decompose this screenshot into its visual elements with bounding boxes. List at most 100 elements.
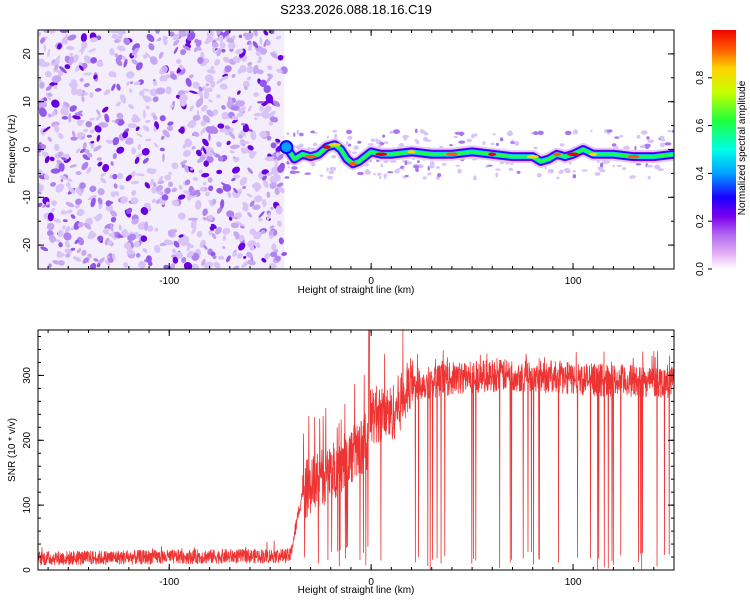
noise-blob — [116, 146, 125, 154]
noise-blob — [196, 149, 202, 157]
noise-blob — [94, 125, 102, 133]
ridge-speck — [572, 169, 576, 173]
ridge-hotspot — [375, 152, 388, 157]
noise-blob — [169, 31, 175, 37]
ridge-speck — [389, 130, 394, 135]
noise-blob — [53, 69, 62, 73]
spectrogram-xtick-label: -100 — [159, 276, 179, 287]
ridge-speck — [397, 167, 401, 171]
ridge-onset — [279, 140, 294, 155]
noise-blob — [50, 168, 61, 174]
noise-blob — [134, 156, 140, 164]
ridge-hotspot — [567, 152, 580, 157]
noise-blob — [61, 37, 68, 45]
noise-blob — [97, 197, 103, 205]
ridge-speck — [547, 168, 555, 174]
noise-blob — [114, 53, 118, 58]
noise-blob — [133, 81, 141, 86]
noise-blob — [44, 70, 52, 78]
noise-blob — [131, 116, 141, 123]
noise-blob — [206, 69, 216, 74]
noise-blob — [189, 90, 198, 94]
noise-blob — [60, 178, 64, 183]
noise-blob — [170, 73, 178, 80]
noise-blob — [118, 224, 122, 231]
ridge-speck — [594, 171, 601, 176]
noise-blob — [43, 173, 50, 181]
noise-blob — [200, 145, 205, 152]
noise-blob — [221, 112, 230, 120]
noise-blob — [136, 132, 143, 138]
noise-blob — [51, 110, 56, 117]
ridge-speck — [429, 161, 435, 166]
noise-blob — [163, 239, 174, 246]
noise-blob — [192, 131, 200, 137]
noise-blob — [247, 259, 256, 266]
noise-blob — [171, 199, 180, 207]
noise-blob — [47, 92, 53, 97]
noise-blob — [200, 127, 207, 135]
noise-blob — [230, 144, 240, 150]
noise-blob — [131, 59, 139, 65]
noise-blob — [83, 55, 92, 64]
ridge-speck — [623, 145, 630, 150]
noise-blob — [253, 112, 262, 117]
noise-blob — [97, 188, 105, 196]
noise-blob — [96, 109, 101, 116]
noise-blob — [260, 48, 268, 55]
ridge-speck — [635, 163, 642, 166]
noise-blob — [175, 251, 183, 260]
noise-blob — [210, 223, 217, 229]
ridge-speck — [533, 131, 539, 136]
noise-blob — [77, 222, 84, 228]
noise-blob — [58, 242, 63, 248]
noise-blob — [261, 199, 267, 207]
ridge-speck — [347, 135, 353, 140]
colorbar-tick-label: 0.0 — [695, 262, 706, 276]
noise-blob — [243, 255, 247, 259]
noise-blob — [275, 205, 283, 215]
spectrogram-ridge — [279, 138, 674, 171]
noise-blob — [260, 229, 266, 235]
noise-blob — [39, 107, 47, 117]
noise-blob — [115, 118, 119, 124]
noise-blob — [163, 39, 168, 46]
noise-blob — [123, 58, 128, 68]
figure-title: S233.2026.088.18.16.C19 — [280, 2, 432, 17]
noise-blob — [62, 219, 68, 223]
noise-blob — [253, 30, 258, 37]
noise-blob — [210, 66, 215, 70]
spectrogram-ytick-label: 0 — [22, 146, 33, 152]
noise-blob — [38, 202, 43, 208]
noise-blob — [126, 207, 133, 215]
ridge-speck — [640, 130, 648, 135]
spectrogram-noise — [38, 30, 674, 269]
noise-blob — [96, 157, 102, 161]
noise-blob — [206, 155, 214, 163]
noise-blob — [138, 261, 146, 269]
ridge-speck — [619, 134, 624, 138]
noise-blob — [275, 138, 281, 143]
noise-blob — [217, 156, 224, 162]
noise-blob — [149, 88, 158, 97]
noise-blob — [38, 168, 44, 176]
noise-blob — [255, 69, 264, 75]
noise-blob — [171, 254, 177, 258]
snr-ytick-label: 100 — [22, 496, 33, 513]
noise-blob — [60, 107, 69, 116]
noise-blob — [249, 245, 255, 251]
noise-blob — [78, 49, 86, 53]
noise-blob — [221, 48, 226, 53]
noise-blob — [270, 52, 278, 59]
noise-blob — [56, 252, 65, 258]
snr-ytick-label: 300 — [22, 367, 33, 384]
noise-blob — [45, 201, 50, 205]
noise-blob — [95, 213, 103, 222]
noise-blob — [272, 172, 277, 176]
noise-blob — [208, 99, 213, 103]
snr-xtick-label: 100 — [565, 577, 582, 588]
ridge-speck — [327, 175, 333, 180]
noise-blob — [38, 184, 44, 192]
noise-blob — [86, 134, 92, 138]
noise-blob — [236, 90, 241, 95]
